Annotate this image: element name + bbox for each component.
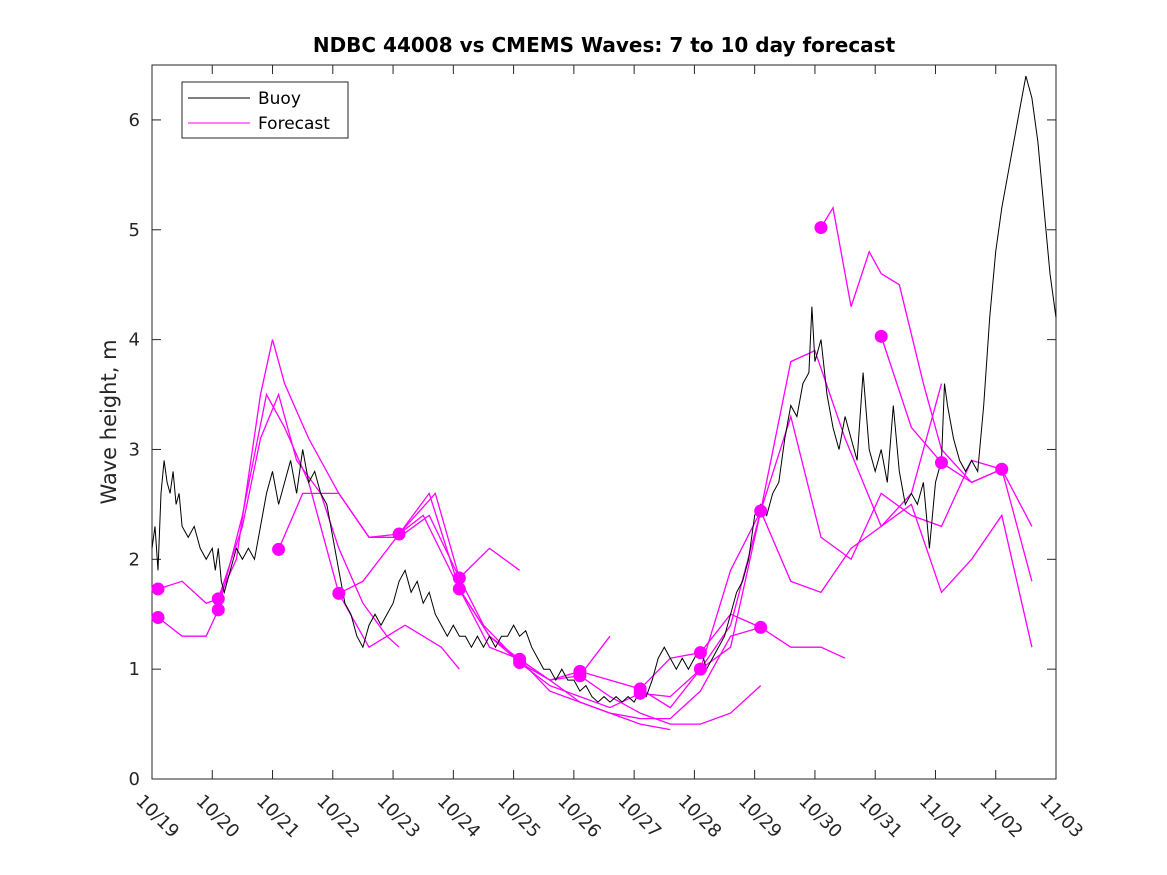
forecast-marker <box>211 592 225 606</box>
forecast-marker <box>814 221 828 235</box>
forecast-line <box>157 392 400 648</box>
legend-buoy-label: Buoy <box>258 89 301 109</box>
forecast-marker <box>392 527 406 541</box>
forecast-marker <box>332 586 346 600</box>
forecast-marker <box>754 620 768 634</box>
legend-forecast-label: Forecast <box>258 114 330 134</box>
plot-area <box>151 64 1057 780</box>
forecast-marker <box>995 462 1009 476</box>
forecast-line <box>699 503 1033 670</box>
forecast-marker <box>151 611 165 625</box>
y-tick-label: 5 <box>129 220 140 241</box>
forecast-marker <box>693 662 707 676</box>
forecast-marker <box>754 504 768 518</box>
forecast-line <box>338 492 671 731</box>
forecast-markers <box>151 221 1009 700</box>
forecast-marker <box>452 582 466 596</box>
chart-title: NDBC 44008 vs CMEMS Waves: 7 to 10 day f… <box>313 33 896 57</box>
y-axis-label: Wave height, m <box>97 339 121 504</box>
legend: Buoy Forecast <box>181 81 349 139</box>
y-axis: 0 1 2 3 4 5 6 <box>129 110 1056 790</box>
forecast-marker <box>513 656 527 670</box>
forecast-marker <box>211 603 225 617</box>
y-tick-label: 4 <box>129 330 140 351</box>
forecast-marker <box>452 571 466 585</box>
forecast-marker <box>573 669 587 683</box>
forecast-marker <box>693 646 707 660</box>
forecast-marker <box>272 542 286 556</box>
y-tick-label: 2 <box>129 549 140 570</box>
forecast-marker <box>633 686 647 700</box>
y-tick-label: 1 <box>129 659 140 680</box>
buoy-series <box>151 75 1057 703</box>
forecast-line <box>579 675 762 725</box>
forecast-marker <box>934 456 948 470</box>
forecast-line <box>278 491 611 681</box>
legend-box <box>181 81 349 139</box>
forecast-line <box>157 392 460 670</box>
y-tick-label: 3 <box>129 439 140 460</box>
forecast-marker <box>874 329 888 343</box>
forecast-marker <box>151 582 165 596</box>
buoy-line <box>151 75 1057 703</box>
y-tick-label: 6 <box>129 110 140 131</box>
y-tick-label: 0 <box>129 769 140 790</box>
forecast-line <box>519 626 846 720</box>
